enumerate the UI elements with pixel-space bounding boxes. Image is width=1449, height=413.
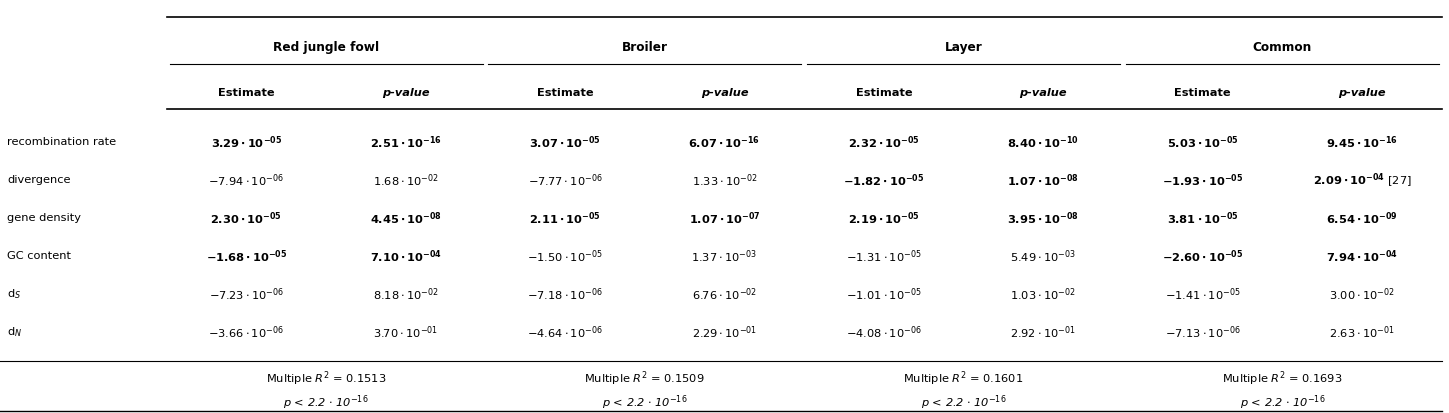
Text: $\mathbf{3.29 \cdot 10^{-05}}$: $\mathbf{3.29 \cdot 10^{-05}}$ [210, 134, 283, 151]
Text: $2.29 \cdot 10^{-01}$: $2.29 \cdot 10^{-01}$ [693, 324, 756, 341]
Text: $3.00 \cdot 10^{-02}$: $3.00 \cdot 10^{-02}$ [1329, 286, 1395, 303]
Text: Common: Common [1253, 41, 1311, 54]
Text: gene density: gene density [7, 214, 81, 223]
Text: $\mathbf{3.81 \cdot 10^{-05}}$: $\mathbf{3.81 \cdot 10^{-05}}$ [1166, 210, 1239, 227]
Text: $\mathbf{9.45 \cdot 10^{-16}}$: $\mathbf{9.45 \cdot 10^{-16}}$ [1326, 134, 1398, 151]
Text: $\mathbf{-1.68 \cdot 10^{-05}}$: $\mathbf{-1.68 \cdot 10^{-05}}$ [206, 248, 287, 265]
Text: $-1.50 \cdot 10^{-05}$: $-1.50 \cdot 10^{-05}$ [527, 248, 603, 265]
Text: $3.70 \cdot 10^{-01}$: $3.70 \cdot 10^{-01}$ [374, 324, 438, 341]
Text: $\mathbf{8.40 \cdot 10^{-10}}$: $\mathbf{8.40 \cdot 10^{-10}}$ [1007, 134, 1080, 151]
Text: $p$ < 2.2 $\cdot$ 10$^{-16}$: $p$ < 2.2 $\cdot$ 10$^{-16}$ [601, 393, 688, 412]
Text: $-1.41 \cdot 10^{-05}$: $-1.41 \cdot 10^{-05}$ [1165, 286, 1240, 303]
Text: $2.63 \cdot 10^{-01}$: $2.63 \cdot 10^{-01}$ [1329, 324, 1395, 341]
Text: $-7.23 \cdot 10^{-06}$: $-7.23 \cdot 10^{-06}$ [209, 286, 284, 303]
Text: d$_N$: d$_N$ [7, 325, 22, 339]
Text: $\mathbf{2.51 \cdot 10^{-16}}$: $\mathbf{2.51 \cdot 10^{-16}}$ [369, 134, 442, 151]
Text: $-7.13 \cdot 10^{-06}$: $-7.13 \cdot 10^{-06}$ [1165, 324, 1240, 341]
Text: $\mathbf{-1.82 \cdot 10^{-05}}$: $\mathbf{-1.82 \cdot 10^{-05}}$ [843, 172, 924, 189]
Text: $-3.66 \cdot 10^{-06}$: $-3.66 \cdot 10^{-06}$ [209, 324, 284, 341]
Text: Estimate: Estimate [855, 88, 913, 98]
Text: $5.49 \cdot 10^{-03}$: $5.49 \cdot 10^{-03}$ [1010, 248, 1077, 265]
Text: $-7.94 \cdot 10^{-06}$: $-7.94 \cdot 10^{-06}$ [209, 172, 284, 189]
Text: $\mathbf{2.19 \cdot 10^{-05}}$: $\mathbf{2.19 \cdot 10^{-05}}$ [848, 210, 920, 227]
Text: $-7.18 \cdot 10^{-06}$: $-7.18 \cdot 10^{-06}$ [527, 286, 603, 303]
Text: $\mathbf{5.03 \cdot 10^{-05}}$: $\mathbf{5.03 \cdot 10^{-05}}$ [1166, 134, 1239, 151]
Text: GC content: GC content [7, 252, 71, 261]
Text: Broiler: Broiler [622, 41, 668, 54]
Text: p-value: p-value [701, 88, 748, 98]
Text: $1.03 \cdot 10^{-02}$: $1.03 \cdot 10^{-02}$ [1010, 286, 1077, 303]
Text: $-1.31 \cdot 10^{-05}$: $-1.31 \cdot 10^{-05}$ [846, 248, 922, 265]
Text: $p$ < 2.2 $\cdot$ 10$^{-16}$: $p$ < 2.2 $\cdot$ 10$^{-16}$ [1239, 393, 1326, 412]
Text: $\mathbf{4.45 \cdot 10^{-08}}$: $\mathbf{4.45 \cdot 10^{-08}}$ [369, 210, 442, 227]
Text: d$_S$: d$_S$ [7, 287, 22, 301]
Text: Estimate: Estimate [1174, 88, 1232, 98]
Text: $\mathbf{3.95 \cdot 10^{-08}}$: $\mathbf{3.95 \cdot 10^{-08}}$ [1007, 210, 1080, 227]
Text: $\mathbf{2.11 \cdot 10^{-05}}$: $\mathbf{2.11 \cdot 10^{-05}}$ [529, 210, 601, 227]
Text: Multiple $R^2$ = 0.1509: Multiple $R^2$ = 0.1509 [584, 370, 706, 389]
Text: $p$ < 2.2 $\cdot$ 10$^{-16}$: $p$ < 2.2 $\cdot$ 10$^{-16}$ [920, 393, 1007, 412]
Text: p-value: p-value [1339, 88, 1385, 98]
Text: $6.76 \cdot 10^{-02}$: $6.76 \cdot 10^{-02}$ [693, 286, 756, 303]
Text: $-4.08 \cdot 10^{-06}$: $-4.08 \cdot 10^{-06}$ [846, 324, 922, 341]
Text: Multiple $R^2$ = 0.1601: Multiple $R^2$ = 0.1601 [903, 370, 1024, 389]
Text: Estimate: Estimate [536, 88, 594, 98]
Text: $p$ < 2.2 $\cdot$ 10$^{-16}$: $p$ < 2.2 $\cdot$ 10$^{-16}$ [283, 393, 369, 412]
Text: $-1.01 \cdot 10^{-05}$: $-1.01 \cdot 10^{-05}$ [846, 286, 922, 303]
Text: $\mathbf{-1.93 \cdot 10^{-05}}$: $\mathbf{-1.93 \cdot 10^{-05}}$ [1162, 172, 1243, 189]
Text: $8.18 \cdot 10^{-02}$: $8.18 \cdot 10^{-02}$ [372, 286, 439, 303]
Text: $1.37 \cdot 10^{-03}$: $1.37 \cdot 10^{-03}$ [691, 248, 758, 265]
Text: $\mathbf{6.54 \cdot 10^{-09}}$: $\mathbf{6.54 \cdot 10^{-09}}$ [1326, 210, 1398, 227]
Text: Estimate: Estimate [217, 88, 275, 98]
Text: $-7.77 \cdot 10^{-06}$: $-7.77 \cdot 10^{-06}$ [527, 172, 603, 189]
Text: $\mathbf{-2.60 \cdot 10^{-05}}$: $\mathbf{-2.60 \cdot 10^{-05}}$ [1162, 248, 1243, 265]
Text: recombination rate: recombination rate [7, 138, 116, 147]
Text: $\mathbf{1.07 \cdot 10^{-08}}$: $\mathbf{1.07 \cdot 10^{-08}}$ [1007, 172, 1080, 189]
Text: $\mathbf{1.07 \cdot 10^{-07}}$: $\mathbf{1.07 \cdot 10^{-07}}$ [688, 210, 761, 227]
Text: $\mathbf{3.07 \cdot 10^{-05}}$: $\mathbf{3.07 \cdot 10^{-05}}$ [529, 134, 601, 151]
Text: $\mathbf{2.09 \cdot 10^{-04}}$ [27]: $\mathbf{2.09 \cdot 10^{-04}}$ [27] [1313, 171, 1411, 190]
Text: $\mathbf{7.94 \cdot 10^{-04}}$: $\mathbf{7.94 \cdot 10^{-04}}$ [1326, 248, 1398, 265]
Text: Layer: Layer [945, 41, 982, 54]
Text: p-value: p-value [383, 88, 429, 98]
Text: p-value: p-value [1020, 88, 1066, 98]
Text: $1.33 \cdot 10^{-02}$: $1.33 \cdot 10^{-02}$ [691, 172, 758, 189]
Text: $\mathbf{6.07 \cdot 10^{-16}}$: $\mathbf{6.07 \cdot 10^{-16}}$ [688, 134, 761, 151]
Text: $1.68 \cdot 10^{-02}$: $1.68 \cdot 10^{-02}$ [372, 172, 439, 189]
Text: Multiple $R^2$ = 0.1693: Multiple $R^2$ = 0.1693 [1222, 370, 1343, 389]
Text: Multiple $R^2$ = 0.1513: Multiple $R^2$ = 0.1513 [265, 370, 387, 389]
Text: $\mathbf{2.30 \cdot 10^{-05}}$: $\mathbf{2.30 \cdot 10^{-05}}$ [210, 210, 283, 227]
Text: $2.92 \cdot 10^{-01}$: $2.92 \cdot 10^{-01}$ [1010, 324, 1077, 341]
Text: $\mathbf{2.32 \cdot 10^{-05}}$: $\mathbf{2.32 \cdot 10^{-05}}$ [848, 134, 920, 151]
Text: $-4.64 \cdot 10^{-06}$: $-4.64 \cdot 10^{-06}$ [527, 324, 603, 341]
Text: divergence: divergence [7, 176, 71, 185]
Text: $\mathbf{7.10 \cdot 10^{-04}}$: $\mathbf{7.10 \cdot 10^{-04}}$ [369, 248, 442, 265]
Text: Red jungle fowl: Red jungle fowl [272, 41, 380, 54]
